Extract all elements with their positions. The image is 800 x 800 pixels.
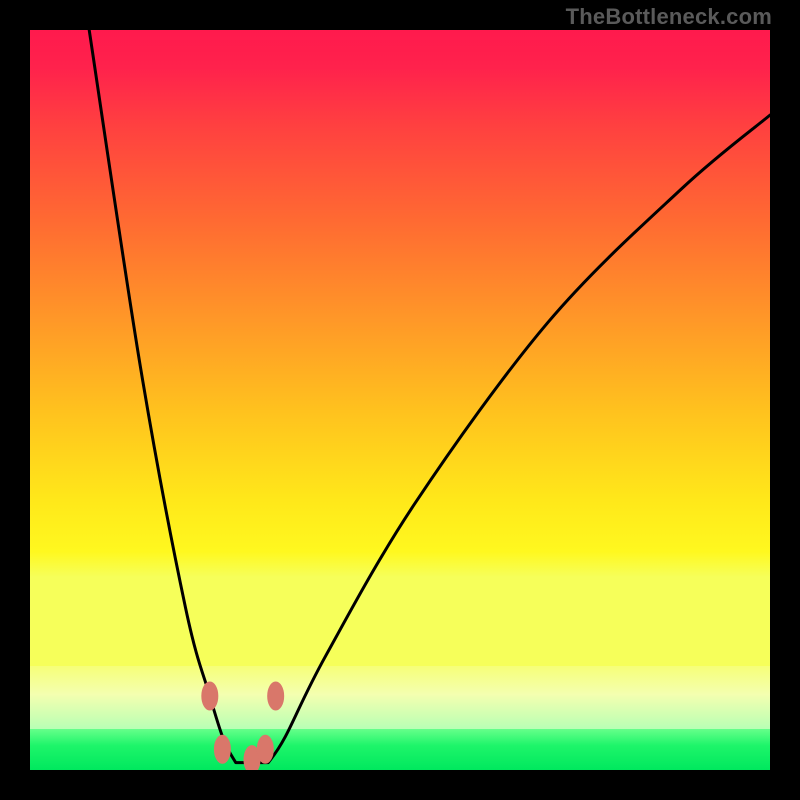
curve-marker	[214, 735, 230, 763]
plot-area	[30, 30, 770, 770]
watermark-label: TheBottleneck.com	[566, 4, 772, 30]
chart-svg	[30, 30, 770, 770]
bottleneck-curve	[89, 30, 770, 763]
curve-marker	[257, 735, 273, 763]
chart-frame: TheBottleneck.com	[0, 0, 800, 800]
curve-marker	[268, 682, 284, 710]
curve-marker	[202, 682, 218, 710]
